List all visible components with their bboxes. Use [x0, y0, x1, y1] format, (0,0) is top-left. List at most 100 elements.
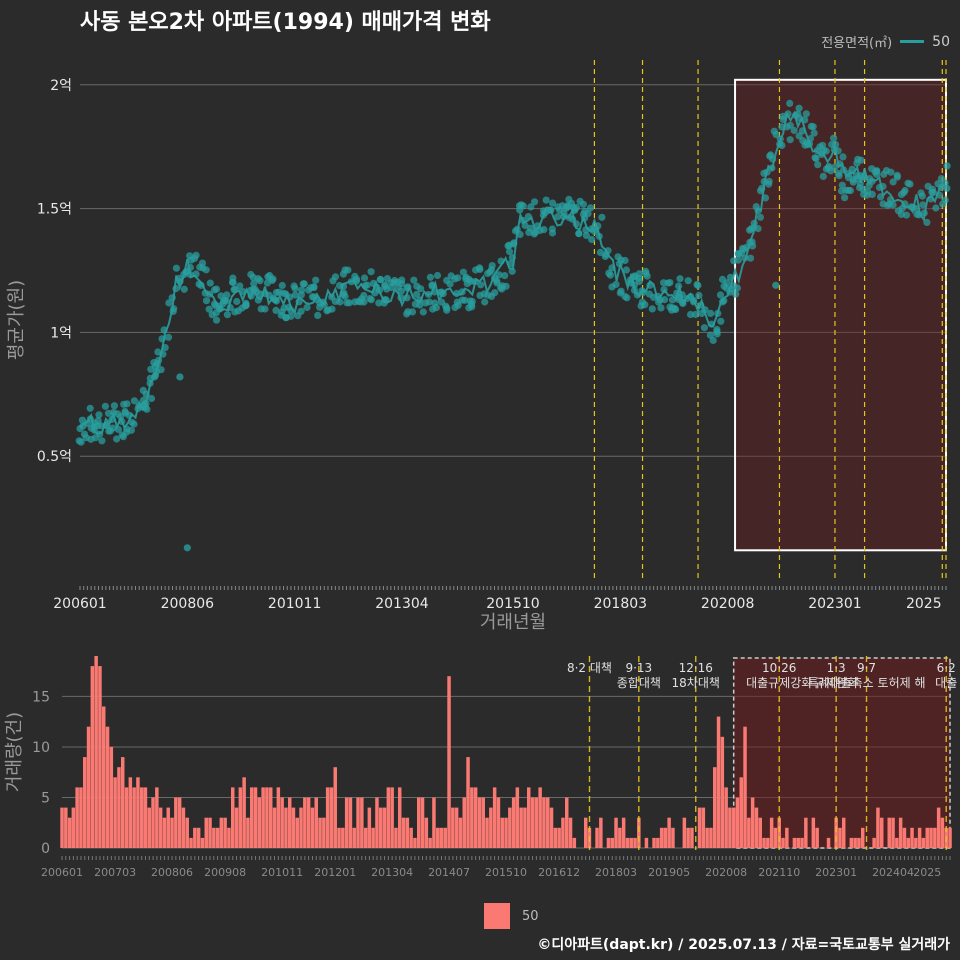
volume-bar: [280, 797, 284, 848]
y-tick-label: 0.5억: [37, 449, 72, 465]
volume-bar: [815, 827, 819, 848]
volume-bar: [436, 827, 440, 848]
volume-bar: [348, 797, 353, 848]
volume-bar: [800, 837, 804, 848]
volume-bar: [929, 827, 933, 848]
volume-bar: [777, 817, 781, 848]
volume-bar: [420, 797, 425, 848]
highlight-box: [732, 657, 951, 849]
data-point: [693, 280, 701, 289]
data-point: [233, 297, 241, 306]
volume-bar: [758, 817, 762, 848]
volume-bar: [671, 827, 675, 848]
data-point: [413, 290, 421, 298]
volume-bar: [219, 817, 224, 848]
volume-bar: [371, 827, 375, 848]
policy-annotation: 18차대책: [672, 675, 720, 690]
data-point: [287, 312, 295, 320]
volume-bar: [621, 817, 626, 848]
data-point: [839, 153, 847, 161]
data-point: [501, 272, 509, 280]
data-point: [410, 276, 418, 284]
volume-bar: [151, 797, 155, 848]
data-point: [497, 284, 505, 292]
volume-bar: [709, 827, 713, 848]
volume-bar: [481, 797, 485, 848]
data-point: [310, 283, 318, 291]
volume-bar: [196, 827, 201, 848]
data-point: [272, 306, 280, 314]
volume-bar: [143, 787, 148, 848]
data-point: [495, 271, 503, 279]
data-point: [932, 204, 940, 212]
policy-annotation: 10·26: [762, 661, 796, 675]
data-point: [889, 178, 897, 186]
data-point: [202, 266, 210, 274]
volume-bar: [732, 807, 736, 848]
volume-bar: [838, 827, 842, 848]
volume-bar: [204, 817, 208, 848]
data-point: [222, 297, 231, 305]
legend-line-swatch: [900, 40, 925, 43]
policy-annotation: 9·13: [625, 661, 652, 675]
data-point: [887, 168, 895, 176]
data-point: [575, 229, 583, 238]
data-point: [397, 287, 405, 295]
volume-bar: [284, 807, 288, 848]
data-point: [549, 199, 557, 207]
data-point: [540, 226, 548, 234]
volume-bar: [288, 797, 292, 848]
volume-bar: [428, 837, 432, 848]
volume-bar: [454, 807, 459, 848]
volume-bar: [496, 797, 501, 848]
policy-annotation: 대출: [935, 676, 957, 690]
x-tick-label: 201011: [268, 596, 321, 612]
data-point: [733, 284, 742, 292]
data-point: [223, 291, 231, 299]
volume-bar: [872, 837, 876, 848]
volume-bar: [697, 807, 702, 848]
volume-bar: [553, 827, 558, 848]
x-tick-label: 201304: [371, 866, 413, 879]
data-point: [691, 310, 700, 319]
volume-bar: [382, 807, 387, 848]
volume-bar: [401, 817, 406, 848]
data-point: [918, 192, 927, 200]
volume-bar: [686, 827, 690, 848]
data-point: [844, 186, 853, 194]
volume-bar: [170, 817, 174, 848]
x-tick-label: 200703: [94, 866, 136, 879]
data-point: [426, 273, 434, 281]
data-point: [180, 285, 188, 293]
data-point: [468, 303, 476, 311]
volume-bar: [857, 837, 861, 848]
data-point: [893, 173, 902, 181]
volume-bar: [329, 787, 334, 848]
volume-bar: [424, 817, 429, 848]
data-point: [143, 405, 151, 413]
data-point: [700, 324, 709, 332]
volume-bar: [306, 797, 311, 848]
data-point: [303, 303, 311, 312]
data-point: [573, 203, 581, 212]
volume-bar: [750, 797, 755, 848]
data-point: [786, 99, 794, 107]
volume-bar: [534, 797, 539, 848]
volume-bar: [656, 837, 660, 848]
volume-bar: [269, 787, 273, 848]
volume-bar: [344, 797, 349, 848]
volume-bar: [113, 777, 117, 848]
chart-title: 사동 본오2차 아파트(1994) 매매가격 변화: [80, 10, 491, 35]
data-point: [206, 279, 214, 287]
data-point: [416, 301, 424, 309]
x-tick-label: 200908: [204, 866, 246, 879]
volume-bar: [79, 787, 83, 848]
data-point: [606, 271, 615, 279]
volume-bar: [610, 837, 614, 848]
data-point: [901, 186, 909, 195]
volume-bar: [538, 787, 542, 848]
volume-bar: [663, 827, 668, 848]
data-point: [802, 110, 810, 118]
data-point: [459, 268, 467, 276]
